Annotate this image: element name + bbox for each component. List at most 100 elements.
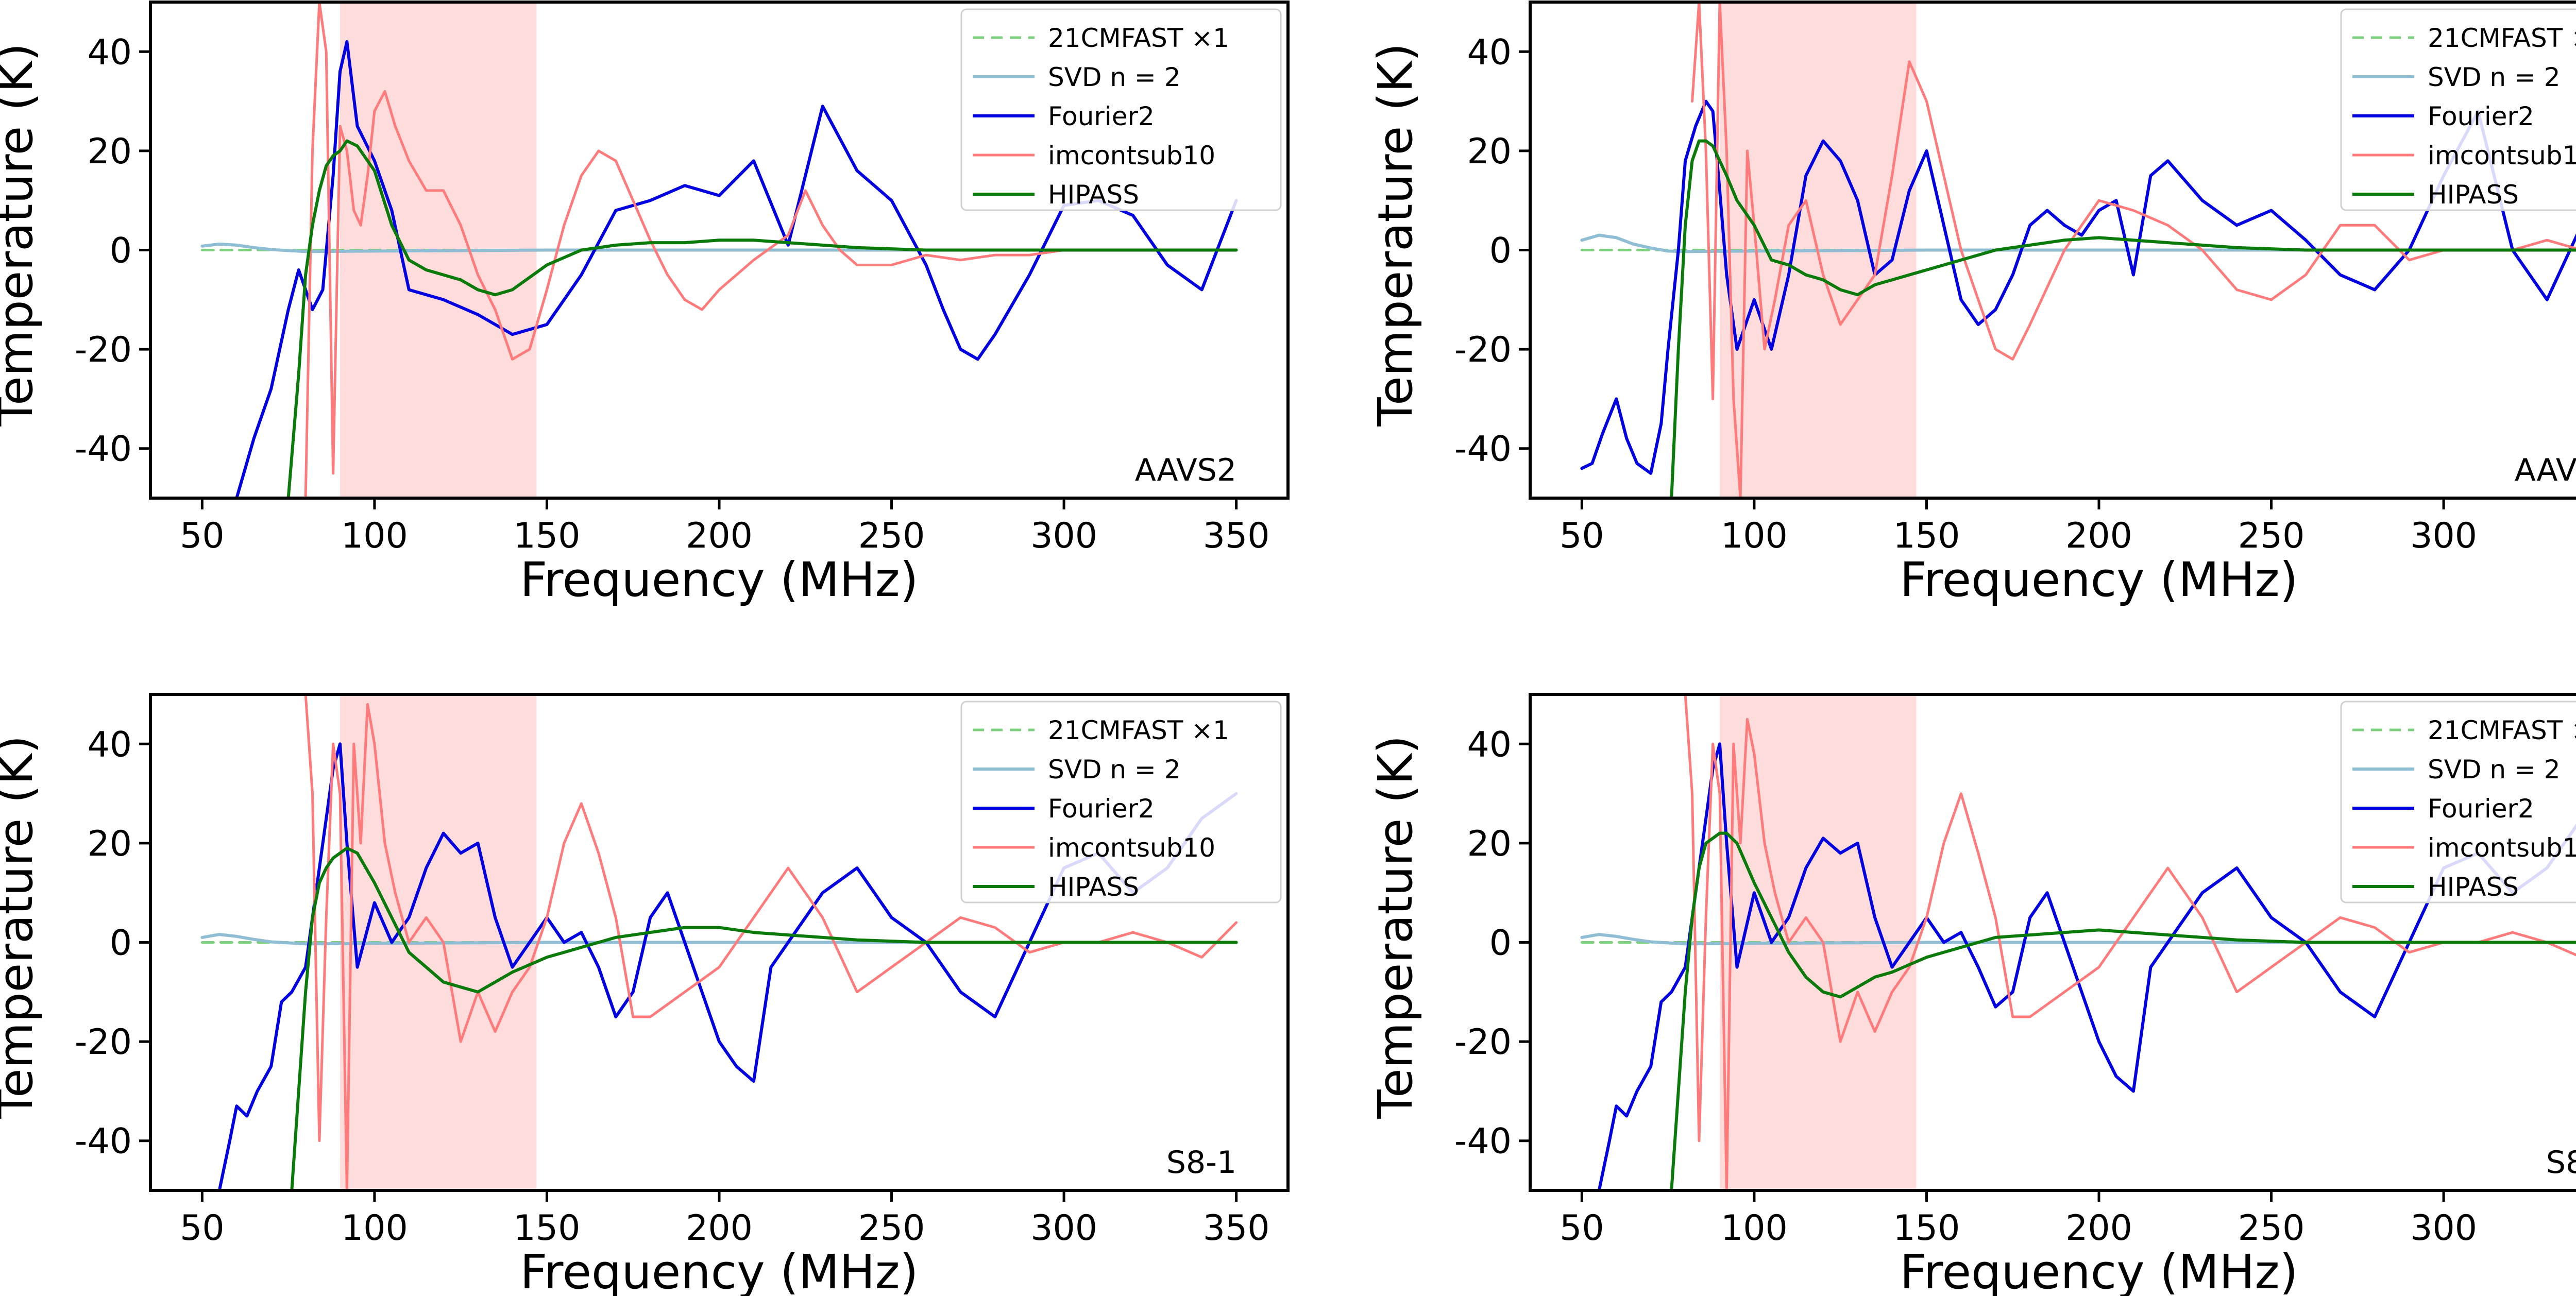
legend-label: HIPASS	[2428, 872, 2519, 902]
chart-panel-s8-6: 50100150200250300350-40-2002040Frequency…	[1368, 693, 2576, 1296]
legend-label: SVD n = 2	[1048, 755, 1181, 785]
y-tick-label: 40	[1467, 724, 1512, 765]
legend-label: imcontsub10	[2428, 833, 2576, 863]
legend: 21CMFAST ×1 SVD n = 2 Fourier2 imcontsub10 H…	[2340, 701, 2576, 903]
y-tick-label: 20	[87, 824, 132, 864]
legend-box	[2340, 8, 2576, 211]
x-tick-label: 300	[1030, 516, 1097, 556]
x-tick-label: 350	[1203, 1208, 1270, 1249]
legend-label: 21CMFAST ×1	[2428, 715, 2576, 745]
series-line-fourier2	[1580, 99, 2576, 475]
y-axis-label: Temperature (K)	[1368, 735, 1423, 1119]
y-axis-label: Temperature (K)	[0, 43, 43, 427]
x-tick-label: 100	[1721, 1208, 1788, 1249]
y-axis-label: Temperature (K)	[0, 735, 43, 1119]
x-tick-label: 200	[686, 516, 753, 556]
panel-label: S8-1	[1166, 1145, 1236, 1181]
y-axis-label: Temperature (K)	[1368, 43, 1423, 427]
legend-label: Fourier2	[2428, 101, 2534, 131]
legend-label: Fourier2	[1048, 794, 1155, 824]
series-line-hipass	[286, 139, 1238, 498]
y-tick-label: -20	[1454, 330, 1512, 370]
y-tick-label: 40	[87, 32, 132, 73]
legend-label: Fourier2	[1048, 101, 1155, 131]
y-tick-label: 20	[1467, 824, 1512, 864]
y-tick-label: -40	[75, 1121, 132, 1162]
series-group	[200, 2, 1238, 498]
series-line-imcontsub10	[304, 694, 1238, 1190]
series-group	[200, 694, 1238, 1190]
x-tick-label: 150	[1893, 1208, 1960, 1249]
legend-label: SVD n = 2	[1048, 62, 1181, 92]
legend-label: SVD n = 2	[2428, 755, 2561, 785]
legend-label: HIPASS	[2428, 180, 2519, 210]
panel-label: S8-6	[2546, 1145, 2576, 1181]
series-line-hipass	[1670, 139, 2576, 498]
x-tick-label: 50	[180, 516, 225, 556]
x-tick-label: 200	[2065, 516, 2132, 556]
series-line-hipass	[290, 846, 1238, 1190]
y-tick-label: 20	[87, 131, 132, 172]
legend-box	[2340, 701, 2576, 903]
x-tick-label: 50	[1560, 1208, 1604, 1249]
x-tick-label: 350	[1203, 516, 1270, 556]
series-line-fourier2	[235, 40, 1238, 498]
legend-label: imcontsub10	[1048, 833, 1215, 863]
x-axis-label: Frequency (MHz)	[520, 552, 918, 607]
x-tick-label: 250	[2238, 1208, 2305, 1249]
y-tick-label: -20	[1454, 1022, 1512, 1063]
legend-label: 21CMFAST ×1	[1048, 23, 1229, 53]
legend-box	[960, 8, 1282, 211]
x-axis-label: Frequency (MHz)	[520, 1244, 918, 1296]
y-tick-label: -40	[75, 429, 132, 470]
series-line-imcontsub10	[304, 2, 1238, 498]
series-line-imcontsub10	[1691, 2, 2576, 498]
series-line-imcontsub10	[1684, 694, 2576, 1190]
y-tick-label: -40	[1454, 1121, 1512, 1162]
series-line-hipass	[1670, 831, 2576, 1190]
legend-label: imcontsub10	[1048, 141, 1215, 170]
panel-label: AAVS3	[2515, 452, 2576, 488]
x-tick-label: 300	[2410, 1208, 2477, 1249]
x-tick-label: 250	[858, 516, 925, 556]
legend-label: 21CMFAST ×1	[1048, 715, 1229, 745]
legend-label: 21CMFAST ×1	[2428, 23, 2576, 53]
x-axis-label: Frequency (MHz)	[1900, 1244, 2298, 1296]
y-tick-label: 40	[1467, 32, 1512, 73]
x-tick-label: 200	[2065, 1208, 2132, 1249]
chart-panel-s8-1: 50 100 150 200 250 300 350 -40 -20 0 20 40 Frequency…	[0, 693, 1290, 1296]
legend-label: HIPASS	[1048, 180, 1139, 210]
x-tick-label: 300	[1030, 1208, 1097, 1249]
legend-label: SVD n = 2	[2428, 62, 2561, 92]
legend-box	[960, 701, 1282, 903]
y-tick-label: 40	[87, 724, 132, 765]
y-tick-label: -20	[75, 330, 132, 370]
panel-label: AAVS2	[1135, 452, 1236, 488]
y-tick-label: -20	[75, 1022, 132, 1063]
legend: 21CMFAST ×1 SVD n = 2 Fourier2 imcontsub10 H…	[2340, 8, 2576, 211]
x-tick-label: 300	[2410, 516, 2477, 556]
x-tick-label: 150	[514, 1208, 581, 1249]
series-group	[1580, 694, 2576, 1190]
x-tick-label: 100	[341, 1208, 408, 1249]
x-tick-label: 150	[1893, 516, 1960, 556]
y-tick-label: -40	[1454, 429, 1512, 470]
y-tick-label: 20	[1467, 131, 1512, 172]
x-axis-label: Frequency (MHz)	[1900, 552, 2298, 607]
chart-panel-aavs2: 50 100 150 200 250 300 350 -40 -20 0 20 40 Frequency…	[0, 1, 1290, 607]
y-tick-label: 0	[110, 231, 132, 271]
x-tick-label: 150	[514, 516, 581, 556]
x-tick-label: 50	[1560, 516, 1604, 556]
y-tick-label: 0	[1489, 231, 1512, 271]
legend-label: Fourier2	[2428, 794, 2534, 824]
y-tick-label: 0	[110, 923, 132, 964]
series-group	[1580, 2, 2576, 498]
legend-label: HIPASS	[1048, 872, 1139, 902]
legend: 21CMFAST ×1 SVD n = 2 Fourier2 imcontsub10 H…	[960, 8, 1282, 211]
x-tick-label: 250	[2238, 516, 2305, 556]
x-tick-label: 100	[1721, 516, 1788, 556]
x-tick-label: 50	[180, 1208, 225, 1249]
x-tick-label: 250	[858, 1208, 925, 1249]
legend-label: imcontsub10	[2428, 141, 2576, 170]
